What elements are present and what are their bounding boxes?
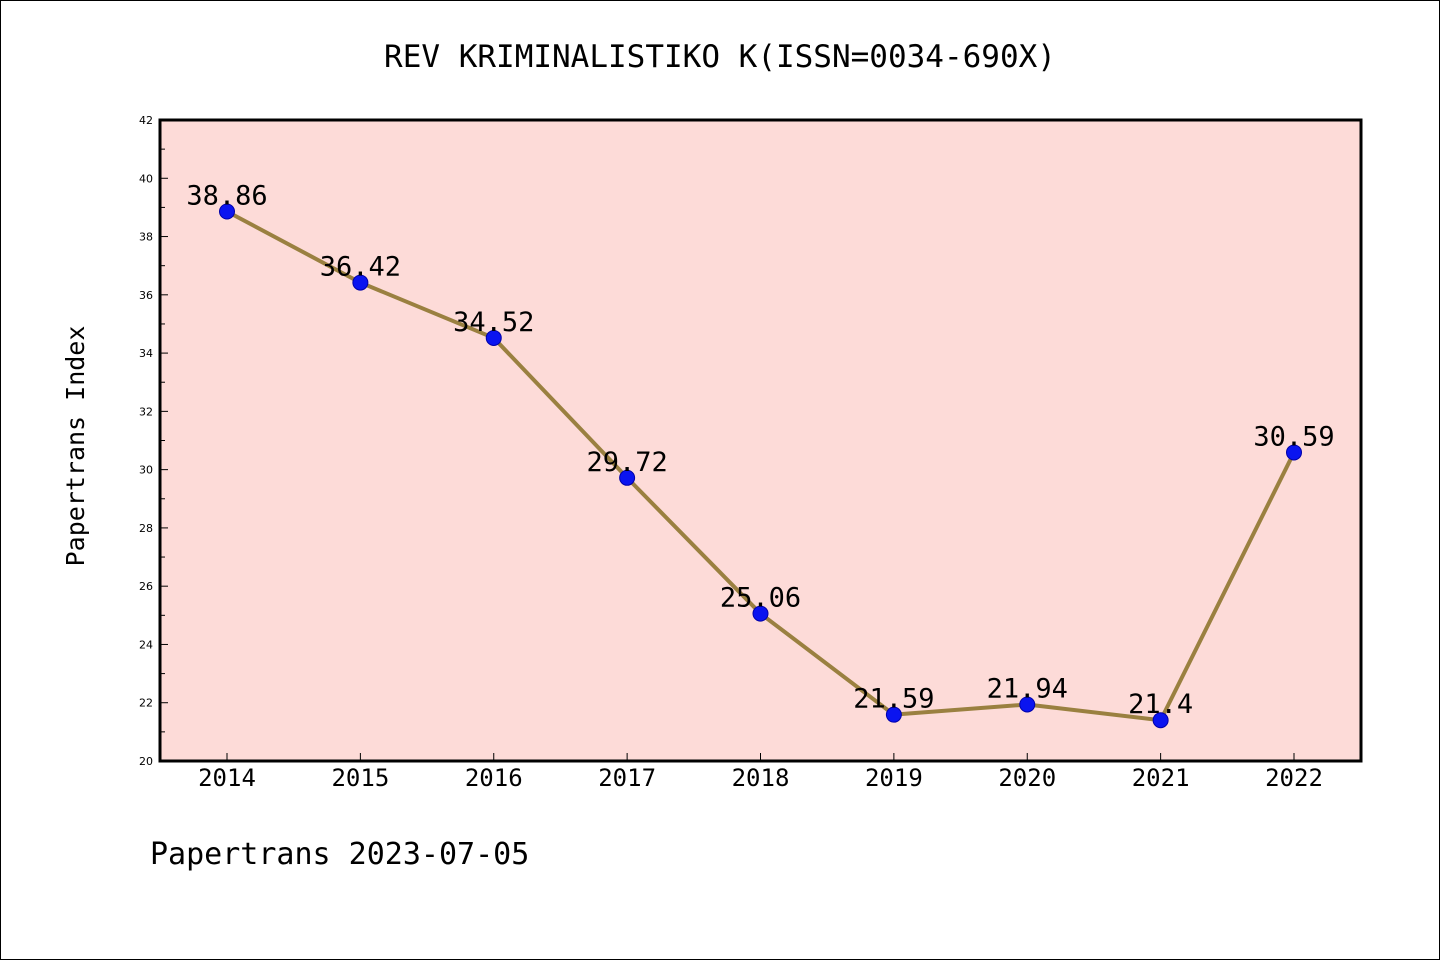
x-tick-label: 2021 — [1132, 764, 1190, 792]
y-axis-label: Papertrans Index — [61, 326, 90, 567]
y-tick-label: 20 — [139, 755, 153, 768]
series-group: 38.86 36.42 34.52 29.72 25.06 21.59 21.94 21.4 3… — [186, 180, 1335, 729]
y-axis: 20 22 24 26 28 30 32 34 36 38 40 42 — [139, 114, 168, 768]
data-label: 29.72 — [586, 447, 667, 478]
y-tick-label: 22 — [139, 697, 153, 710]
data-point — [885, 706, 902, 723]
data-label: 21.59 — [853, 684, 934, 715]
data-point — [1286, 444, 1302, 461]
x-tick-label: 2022 — [1265, 764, 1323, 792]
y-tick-label: 36 — [139, 289, 153, 302]
data-label: 38.86 — [186, 180, 267, 211]
data-point — [1019, 696, 1036, 713]
data-point — [1152, 712, 1169, 729]
y-tick-label: 24 — [139, 638, 153, 651]
y-tick-label: 38 — [139, 231, 153, 244]
data-label: 34.52 — [453, 307, 534, 338]
data-point — [352, 274, 369, 291]
data-point — [219, 203, 235, 220]
x-tick-label: 2020 — [998, 764, 1056, 792]
chart-title: REV KRIMINALISTIKO K(ISSN=0034-690X) — [384, 39, 1056, 75]
y-tick-label: 40 — [139, 172, 153, 185]
data-label: 21.94 — [987, 673, 1068, 704]
data-point — [752, 605, 769, 622]
y-tick-label: 32 — [139, 405, 153, 418]
data-point — [485, 329, 502, 346]
y-tick-label: 26 — [139, 580, 153, 593]
x-tick-label: 2017 — [598, 764, 656, 792]
data-label: 21.4 — [1128, 689, 1193, 720]
y-tick-label: 30 — [139, 464, 153, 477]
data-label: 25.06 — [720, 583, 801, 614]
x-tick-label: 2018 — [732, 764, 790, 792]
y-tick-label: 42 — [139, 114, 153, 127]
data-point — [619, 469, 636, 486]
data-label: 30.59 — [1253, 421, 1334, 452]
footer-text: Papertrans 2023-07-05 — [150, 837, 529, 872]
x-tick-label: 2016 — [465, 764, 523, 792]
x-tick-label: 2015 — [331, 764, 389, 792]
data-label: 36.42 — [320, 252, 401, 283]
x-tick-label: 2019 — [865, 764, 923, 792]
plot-area — [158, 118, 1363, 763]
x-tick-label: 2014 — [198, 764, 256, 792]
x-axis: 2014 2015 2016 2017 2018 2019 2020 2021 2022 — [198, 753, 1323, 792]
y-tick-label: 28 — [139, 522, 153, 535]
y-tick-label: 34 — [139, 347, 153, 360]
